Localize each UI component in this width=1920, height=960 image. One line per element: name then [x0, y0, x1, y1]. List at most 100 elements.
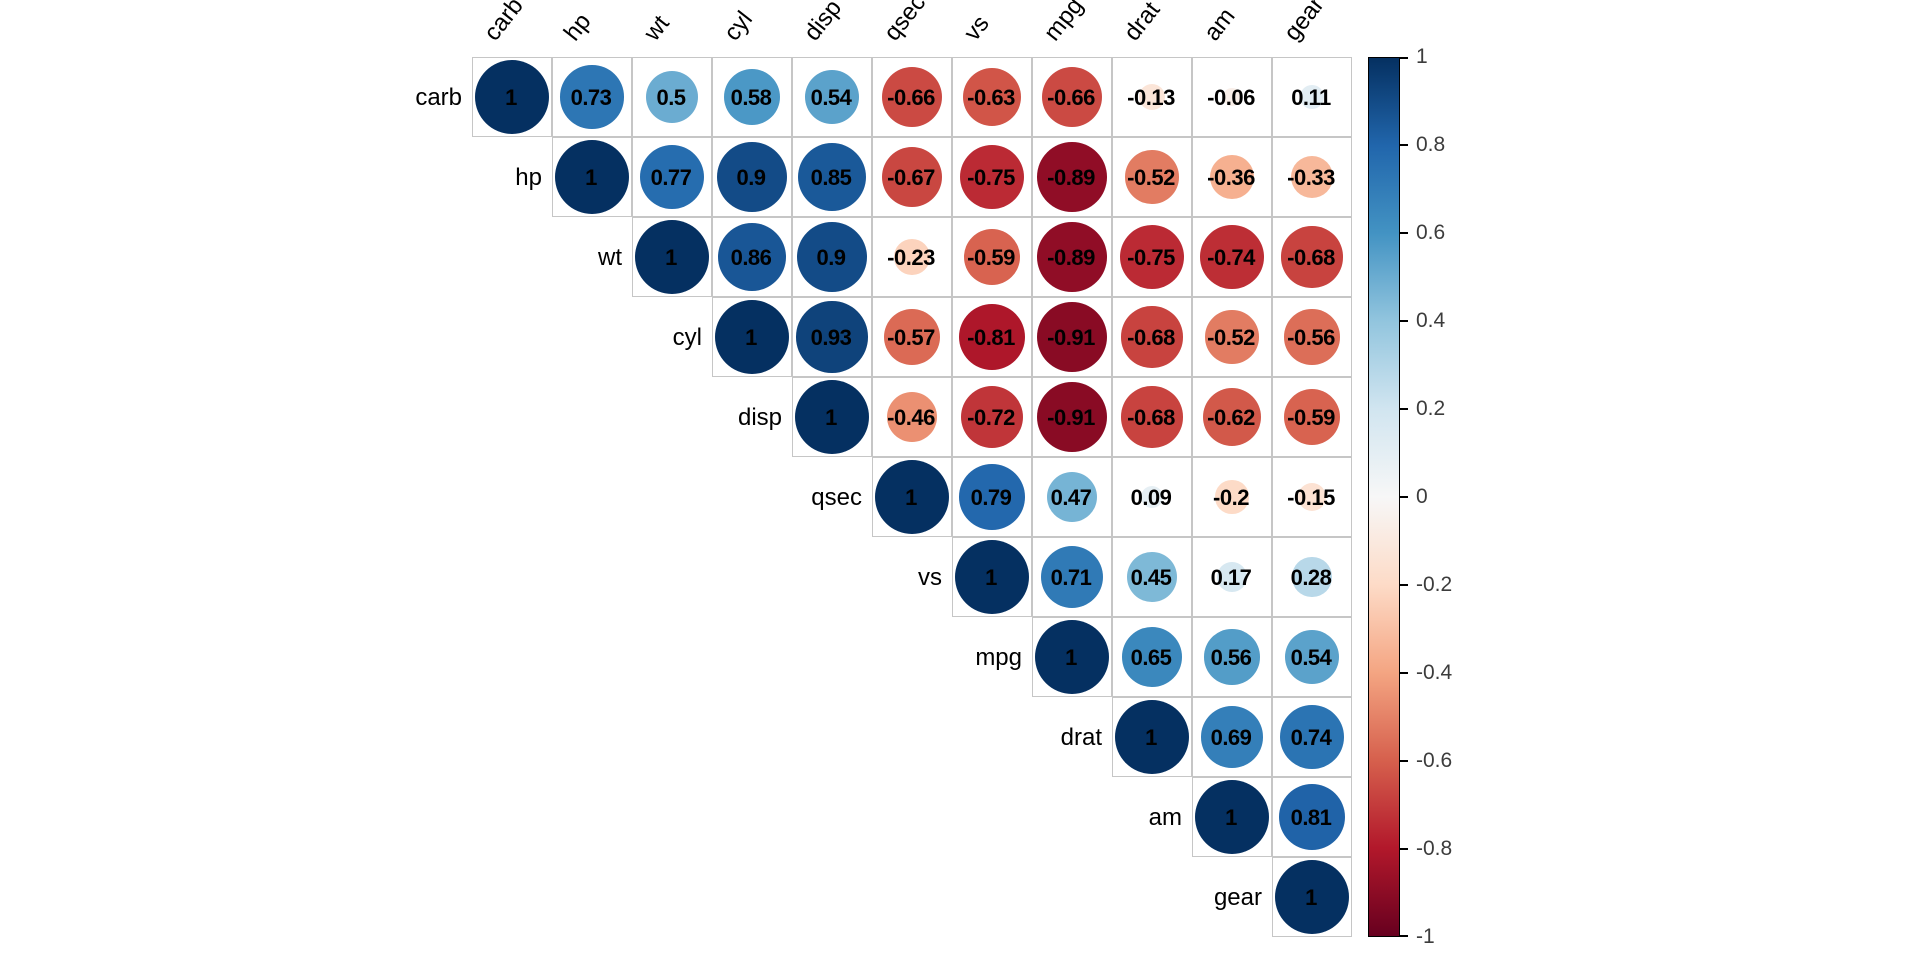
- corr-circle: [795, 380, 869, 454]
- matrix-cell-disp-mpg: -0.91: [1032, 377, 1112, 457]
- corr-circle: [1209, 154, 1255, 200]
- matrix-cell-carb-am: -0.06: [1192, 57, 1272, 137]
- corr-value: 0.9: [736, 165, 766, 190]
- corr-circle: [1036, 381, 1108, 453]
- corr-circle: [1046, 471, 1098, 523]
- corr-circle: [1292, 557, 1332, 597]
- corr-circle: [960, 385, 1024, 449]
- corr-circle: [959, 144, 1025, 210]
- corr-value: 0.56: [1210, 645, 1252, 670]
- corr-value: -0.33: [1287, 165, 1335, 190]
- corr-value: 0.69: [1210, 725, 1252, 750]
- colorbar-tick-label: -0.8: [1416, 837, 1453, 860]
- row-label-carb: carb: [415, 84, 462, 111]
- colorbar-tick: [1400, 672, 1408, 674]
- corr-circle: [1121, 306, 1183, 368]
- corr-value: 0.81: [1290, 805, 1332, 830]
- matrix-cell-mpg-drat: 0.65: [1112, 617, 1192, 697]
- corr-value: -0.46: [887, 405, 935, 430]
- matrix-cell-drat-gear: 0.74: [1272, 697, 1352, 777]
- matrix-cell-carb-wt: 0.5: [632, 57, 712, 137]
- corr-value: 0.54: [810, 85, 852, 110]
- corr-circle: [958, 303, 1026, 371]
- corr-circle: [1140, 485, 1164, 509]
- corr-value: 0.73: [570, 85, 612, 110]
- corr-value: -0.72: [967, 405, 1015, 430]
- corr-circle: [1127, 552, 1177, 602]
- colorbar-tick: [1400, 584, 1408, 586]
- corr-circle: [1290, 155, 1334, 199]
- corr-circle: [884, 309, 940, 365]
- matrix-cell-wt-qsec: -0.23: [872, 217, 952, 297]
- matrix-cell-drat-am: 0.69: [1192, 697, 1272, 777]
- matrix-cell-carb-mpg: -0.66: [1032, 57, 1112, 137]
- colorbar-tick-label: -0.6: [1416, 749, 1453, 772]
- corr-circle: [1138, 83, 1166, 111]
- corr-value: -0.75: [1127, 245, 1175, 270]
- matrix-cell-qsec-qsec: 1: [872, 457, 952, 537]
- matrix-cell-cyl-disp: 0.93: [792, 297, 872, 377]
- corr-circle: [715, 300, 789, 374]
- corr-circle: [886, 391, 938, 443]
- col-label-qsec: qsec: [878, 0, 932, 47]
- corr-circle: [1283, 388, 1341, 446]
- matrix-cell-hp-drat: -0.52: [1112, 137, 1192, 217]
- corr-circle: [1299, 84, 1325, 110]
- corr-value: -0.67: [887, 165, 935, 190]
- corr-circle: [716, 141, 788, 213]
- corr-circle: [1284, 309, 1340, 365]
- row-label-mpg: mpg: [975, 644, 1022, 671]
- corr-value: -0.59: [967, 245, 1015, 270]
- matrix-cell-vs-vs: 1: [952, 537, 1032, 617]
- corr-value: 1: [1065, 645, 1077, 670]
- corr-value: 0.79: [970, 485, 1012, 510]
- corr-value: 1: [825, 405, 837, 430]
- corr-value: 1: [985, 565, 997, 590]
- corr-value: -0.68: [1287, 245, 1335, 270]
- col-label-hp: hp: [558, 8, 597, 47]
- corr-value: 0.85: [810, 165, 852, 190]
- corr-value: 0.28: [1290, 565, 1332, 590]
- matrix-cell-wt-wt: 1: [632, 217, 712, 297]
- row-label-disp: disp: [737, 404, 782, 431]
- colorbar-tick-label: -1: [1416, 925, 1435, 948]
- corr-value: 0.71: [1050, 565, 1092, 590]
- colorbar-tick: [1400, 232, 1408, 234]
- colorbar-tick-label: 0.6: [1416, 221, 1446, 244]
- col-label-vs: vs: [958, 10, 995, 46]
- matrix-cell-hp-gear: -0.33: [1272, 137, 1352, 217]
- corr-circle: [475, 60, 549, 134]
- matrix-cell-cyl-qsec: -0.57: [872, 297, 952, 377]
- corr-value: 1: [1145, 725, 1157, 750]
- corr-circle: [1119, 224, 1185, 290]
- corr-value: 0.45: [1130, 565, 1172, 590]
- colorbar-tick: [1400, 760, 1408, 762]
- col-label-disp: disp: [798, 0, 848, 46]
- matrix-cell-mpg-gear: 0.54: [1272, 617, 1352, 697]
- corr-circle: [1201, 706, 1263, 768]
- corr-value: 0.9: [816, 245, 846, 270]
- matrix-cell-carb-disp: 0.54: [792, 57, 872, 137]
- matrix-cell-carb-qsec: -0.66: [872, 57, 952, 137]
- corr-circle: [1122, 627, 1182, 687]
- matrix-cell-qsec-gear: -0.15: [1272, 457, 1352, 537]
- colorbar-tick: [1400, 408, 1408, 410]
- corr-value: 0.54: [1290, 645, 1332, 670]
- corr-circle: [1284, 629, 1340, 685]
- col-label-am: am: [1198, 3, 1241, 47]
- corr-value: -0.74: [1207, 245, 1255, 270]
- corr-value: -0.68: [1127, 405, 1175, 430]
- matrix-cell-drat-drat: 1: [1112, 697, 1192, 777]
- colorbar-tick-label: -0.4: [1416, 661, 1453, 684]
- corr-circle: [881, 66, 943, 128]
- corr-circle: [1037, 142, 1107, 212]
- colorbar-tick-label: 0.4: [1416, 309, 1446, 332]
- matrix-cell-wt-vs: -0.59: [952, 217, 1032, 297]
- corr-circle: [796, 301, 868, 373]
- corr-value: -0.62: [1207, 405, 1255, 430]
- corr-circle: [555, 140, 629, 214]
- corr-value: -0.91: [1047, 405, 1095, 430]
- corr-circle: [717, 222, 787, 292]
- corr-value: -0.23: [887, 245, 935, 270]
